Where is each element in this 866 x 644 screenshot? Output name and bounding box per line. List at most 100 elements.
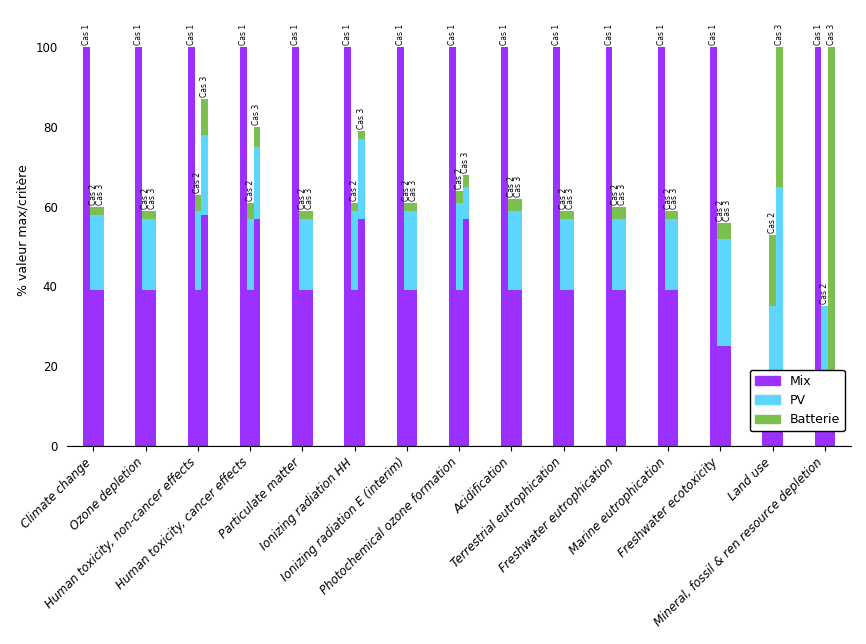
Bar	[612, 290, 619, 446]
Text: Cas 2: Cas 2	[350, 180, 359, 201]
Text: Cas 2: Cas 2	[663, 187, 673, 209]
Bar	[292, 47, 299, 446]
Bar	[410, 290, 417, 446]
Text: Cas 1: Cas 1	[709, 24, 718, 45]
Text: Cas 1: Cas 1	[604, 24, 614, 45]
Text: Cas 2: Cas 2	[193, 171, 203, 193]
Text: Cas 2: Cas 2	[820, 283, 830, 305]
Bar	[149, 218, 156, 290]
Bar	[717, 346, 724, 446]
Text: Cas 3: Cas 3	[462, 151, 470, 173]
Bar	[358, 131, 365, 138]
Bar	[410, 211, 417, 290]
Bar	[358, 218, 365, 446]
Text: Cas 2: Cas 2	[403, 180, 411, 201]
Bar	[97, 290, 104, 446]
Bar	[247, 218, 254, 290]
Text: Cas 3: Cas 3	[775, 24, 784, 45]
Text: Cas 1: Cas 1	[761, 395, 771, 416]
Text: Cas 3: Cas 3	[670, 187, 680, 209]
Bar	[456, 203, 462, 290]
Bar	[815, 47, 822, 446]
Bar	[671, 218, 678, 290]
Bar	[665, 211, 671, 218]
Bar	[352, 203, 358, 211]
Bar	[560, 211, 567, 218]
Text: Cas 2: Cas 2	[768, 211, 777, 232]
Bar	[671, 211, 678, 218]
Text: Cas 1: Cas 1	[813, 24, 823, 45]
Bar	[142, 218, 149, 290]
Bar	[822, 426, 828, 446]
Bar	[462, 187, 469, 218]
Bar	[97, 207, 104, 214]
Bar	[135, 47, 142, 446]
Text: Cas 1: Cas 1	[448, 24, 457, 45]
Bar	[717, 223, 724, 238]
Legend: Mix, PV, Batterie: Mix, PV, Batterie	[749, 370, 844, 431]
Text: Cas 3: Cas 3	[827, 24, 837, 45]
Bar	[560, 290, 567, 446]
Bar	[188, 47, 195, 446]
Bar	[404, 211, 410, 290]
Bar	[612, 207, 619, 218]
Bar	[410, 203, 417, 211]
Bar	[567, 211, 574, 218]
Bar	[822, 307, 828, 426]
Text: Cas 3: Cas 3	[723, 200, 732, 221]
Text: Cas 3: Cas 3	[357, 108, 366, 129]
Bar	[769, 307, 776, 418]
Bar	[514, 198, 521, 211]
Bar	[254, 147, 261, 218]
Bar	[397, 47, 404, 446]
Text: Cas 3: Cas 3	[410, 180, 418, 201]
Bar	[247, 203, 254, 218]
Bar	[201, 135, 208, 214]
Bar	[710, 47, 717, 446]
Bar	[619, 290, 626, 446]
Text: Cas 1: Cas 1	[553, 24, 561, 45]
Bar	[299, 211, 306, 218]
Bar	[501, 47, 508, 446]
Bar	[605, 47, 612, 446]
Bar	[724, 223, 731, 238]
Bar	[97, 214, 104, 290]
Bar	[142, 211, 149, 218]
Text: Cas 2: Cas 2	[141, 187, 150, 209]
Text: Cas 2: Cas 2	[455, 167, 463, 189]
Bar	[776, 374, 783, 446]
Bar	[299, 218, 306, 290]
Text: Cas 1: Cas 1	[396, 24, 404, 45]
Text: Cas 2: Cas 2	[559, 187, 568, 209]
Bar	[247, 290, 254, 446]
Bar	[828, 426, 835, 446]
Bar	[724, 238, 731, 346]
Text: Cas 3: Cas 3	[148, 187, 157, 209]
Bar	[665, 290, 671, 446]
Text: Cas 2: Cas 2	[716, 200, 725, 221]
Y-axis label: % valeur max/critère: % valeur max/critère	[16, 165, 29, 296]
Text: Cas 2: Cas 2	[507, 176, 516, 196]
Text: Cas 1: Cas 1	[344, 24, 352, 45]
Bar	[306, 218, 313, 290]
Text: Cas 1: Cas 1	[82, 24, 91, 45]
Bar	[306, 290, 313, 446]
Text: Cas 2: Cas 2	[89, 184, 98, 205]
Bar	[306, 211, 313, 218]
Bar	[201, 99, 208, 135]
Bar	[90, 214, 97, 290]
Text: Cas 3: Cas 3	[618, 184, 627, 205]
Bar	[671, 290, 678, 446]
Text: Cas 1: Cas 1	[656, 24, 666, 45]
Bar	[776, 47, 783, 187]
Text: Cas 1: Cas 1	[291, 24, 301, 45]
Bar	[619, 218, 626, 290]
Bar	[553, 47, 560, 446]
Text: Cas 3: Cas 3	[96, 184, 105, 205]
Bar	[508, 198, 514, 211]
Text: Cas 3: Cas 3	[253, 104, 262, 125]
Bar	[776, 187, 783, 374]
Bar	[567, 290, 574, 446]
Text: Cas 3: Cas 3	[200, 75, 210, 97]
Bar	[560, 218, 567, 290]
